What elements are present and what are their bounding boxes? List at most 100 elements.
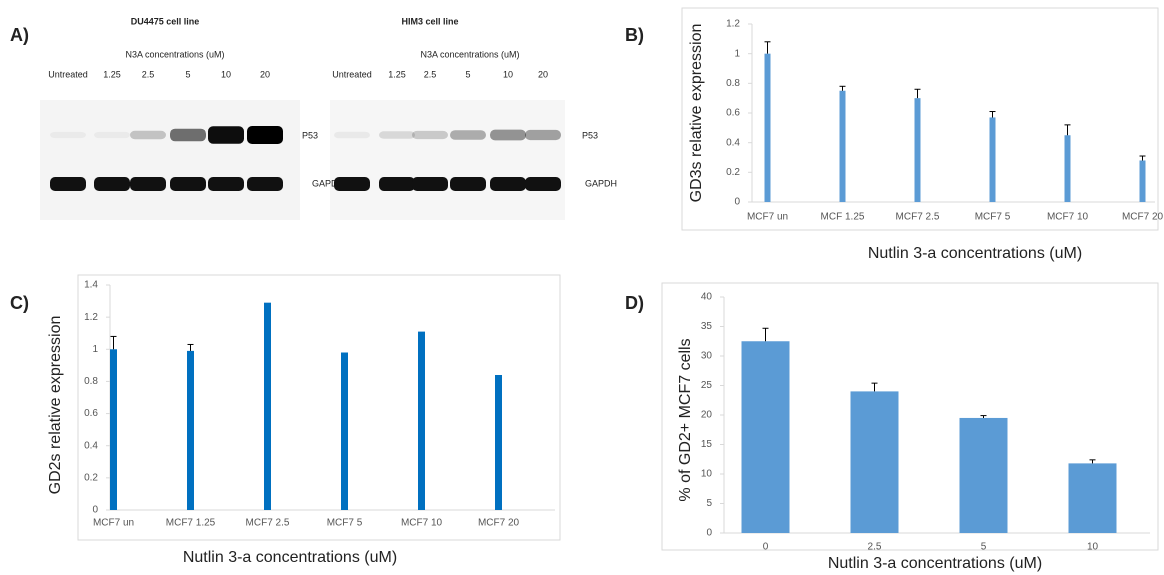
bar bbox=[264, 303, 271, 510]
error-bar bbox=[915, 89, 921, 98]
error-bar bbox=[188, 344, 194, 350]
x-tick-label: MCF 1.25 bbox=[821, 212, 865, 223]
y-tick-label: 25 bbox=[701, 380, 713, 391]
y-tick-label: 0.8 bbox=[84, 376, 98, 387]
bar bbox=[765, 54, 771, 202]
bar bbox=[990, 117, 996, 202]
gapdh-band bbox=[208, 177, 244, 191]
p53-band bbox=[379, 131, 415, 138]
page: A) DU4475 cell line N3A concentrations (… bbox=[0, 0, 1164, 575]
gapdh-band bbox=[490, 177, 526, 191]
y-tick-label: 0.2 bbox=[84, 472, 98, 483]
lane-label: 10 bbox=[221, 69, 231, 79]
x-tick-label: 10 bbox=[1087, 542, 1099, 553]
gapdh-band bbox=[170, 177, 206, 191]
error-bar bbox=[990, 112, 996, 118]
lane-label: 10 bbox=[503, 69, 513, 79]
x-tick-label: MCF7 10 bbox=[401, 518, 443, 529]
x-axis-label: Nutlin 3-a concentrations (uM) bbox=[183, 549, 397, 566]
y-tick-label: 0 bbox=[92, 505, 98, 516]
error-bar bbox=[763, 328, 769, 341]
blot-background bbox=[330, 100, 565, 220]
x-tick-label: MCF7 20 bbox=[478, 518, 520, 529]
bar bbox=[742, 341, 790, 533]
y-tick-label: 20 bbox=[701, 410, 713, 421]
x-tick-label: MCF7 5 bbox=[327, 518, 363, 529]
panel-label: D) bbox=[625, 293, 644, 313]
y-tick-label: 1.2 bbox=[84, 312, 98, 323]
lane-label: 2.5 bbox=[424, 69, 437, 79]
bar bbox=[840, 91, 846, 202]
y-tick-label: 30 bbox=[701, 351, 713, 362]
lane-label: 2.5 bbox=[142, 69, 155, 79]
lane-label: 20 bbox=[260, 69, 270, 79]
bar bbox=[851, 391, 899, 533]
y-tick-label: 0.8 bbox=[726, 78, 740, 89]
p53-band bbox=[170, 129, 206, 142]
x-tick-label: MCF7 2.5 bbox=[246, 518, 290, 529]
blot-images bbox=[40, 100, 565, 220]
bar bbox=[1069, 463, 1117, 533]
error-bar bbox=[1065, 125, 1071, 135]
error-bar bbox=[840, 86, 846, 90]
panel-label: C) bbox=[10, 293, 29, 313]
error-bar bbox=[981, 416, 987, 418]
y-axis-label: GD3s relative expression bbox=[688, 24, 705, 203]
bar bbox=[915, 98, 921, 202]
y-tick-label: 0.4 bbox=[726, 137, 740, 148]
blot-subtitle: N3A concentrations (uM) bbox=[420, 49, 519, 59]
bar bbox=[960, 418, 1008, 533]
x-tick-label: MCF7 10 bbox=[1047, 212, 1089, 223]
gapdh-band bbox=[450, 177, 486, 191]
bar bbox=[1140, 160, 1146, 202]
panel-label: A) bbox=[10, 25, 29, 45]
lane-label: 1.25 bbox=[103, 69, 121, 79]
p53-band bbox=[525, 130, 561, 140]
bar bbox=[1065, 135, 1071, 202]
blot-title: DU4475 cell line bbox=[131, 16, 200, 26]
x-tick-label: 5 bbox=[981, 542, 987, 553]
lane-label: 1.25 bbox=[388, 69, 406, 79]
x-tick-label: 2.5 bbox=[868, 542, 882, 553]
bar bbox=[418, 332, 425, 510]
figure: A) DU4475 cell line N3A concentrations (… bbox=[0, 0, 1164, 575]
blot-subtitle: N3A concentrations (uM) bbox=[125, 49, 224, 59]
p53-band bbox=[450, 130, 486, 140]
bar bbox=[341, 353, 348, 511]
lane-label: Untreated bbox=[48, 69, 88, 79]
lane-label: 5 bbox=[465, 69, 470, 79]
y-tick-label: 40 bbox=[701, 292, 713, 303]
x-tick-label: MCF7 un bbox=[93, 518, 134, 529]
gapdh-band bbox=[379, 177, 415, 191]
x-tick-label: 0 bbox=[763, 542, 769, 553]
gapdh-band bbox=[50, 177, 86, 191]
p53-band bbox=[208, 126, 244, 143]
gapdh-band bbox=[94, 177, 130, 191]
blot-title: HIM3 cell line bbox=[401, 16, 458, 26]
p53-band bbox=[247, 126, 283, 144]
y-tick-label: 0 bbox=[706, 528, 712, 539]
lane-label: Untreated bbox=[332, 69, 372, 79]
x-tick-label: MCF7 1.25 bbox=[166, 518, 216, 529]
gapdh-band bbox=[247, 177, 283, 191]
lane-label: 5 bbox=[185, 69, 190, 79]
gapdh-band bbox=[130, 177, 166, 191]
x-tick-label: MCF7 un bbox=[747, 212, 788, 223]
error-bar bbox=[765, 42, 771, 54]
y-tick-label: 1 bbox=[734, 48, 740, 59]
x-axis-label: Nutlin 3-a concentrations (uM) bbox=[868, 245, 1082, 262]
blot-control-label: GAPDH bbox=[585, 178, 617, 188]
y-tick-label: 0.2 bbox=[726, 167, 740, 178]
y-axis-label: % of GD2+ MCF7 cells bbox=[677, 338, 694, 501]
blot-background bbox=[40, 100, 300, 220]
x-axis-label: Nutlin 3-a concentrations (uM) bbox=[828, 555, 1042, 572]
x-tick-label: MCF7 20 bbox=[1122, 212, 1164, 223]
panel-frame bbox=[78, 275, 560, 540]
p53-band bbox=[334, 132, 370, 139]
y-tick-label: 1.2 bbox=[726, 19, 740, 30]
bar bbox=[110, 349, 117, 510]
error-bar bbox=[1090, 460, 1096, 464]
y-tick-label: 15 bbox=[701, 439, 713, 450]
error-bar bbox=[872, 383, 878, 391]
y-tick-label: 10 bbox=[701, 469, 713, 480]
